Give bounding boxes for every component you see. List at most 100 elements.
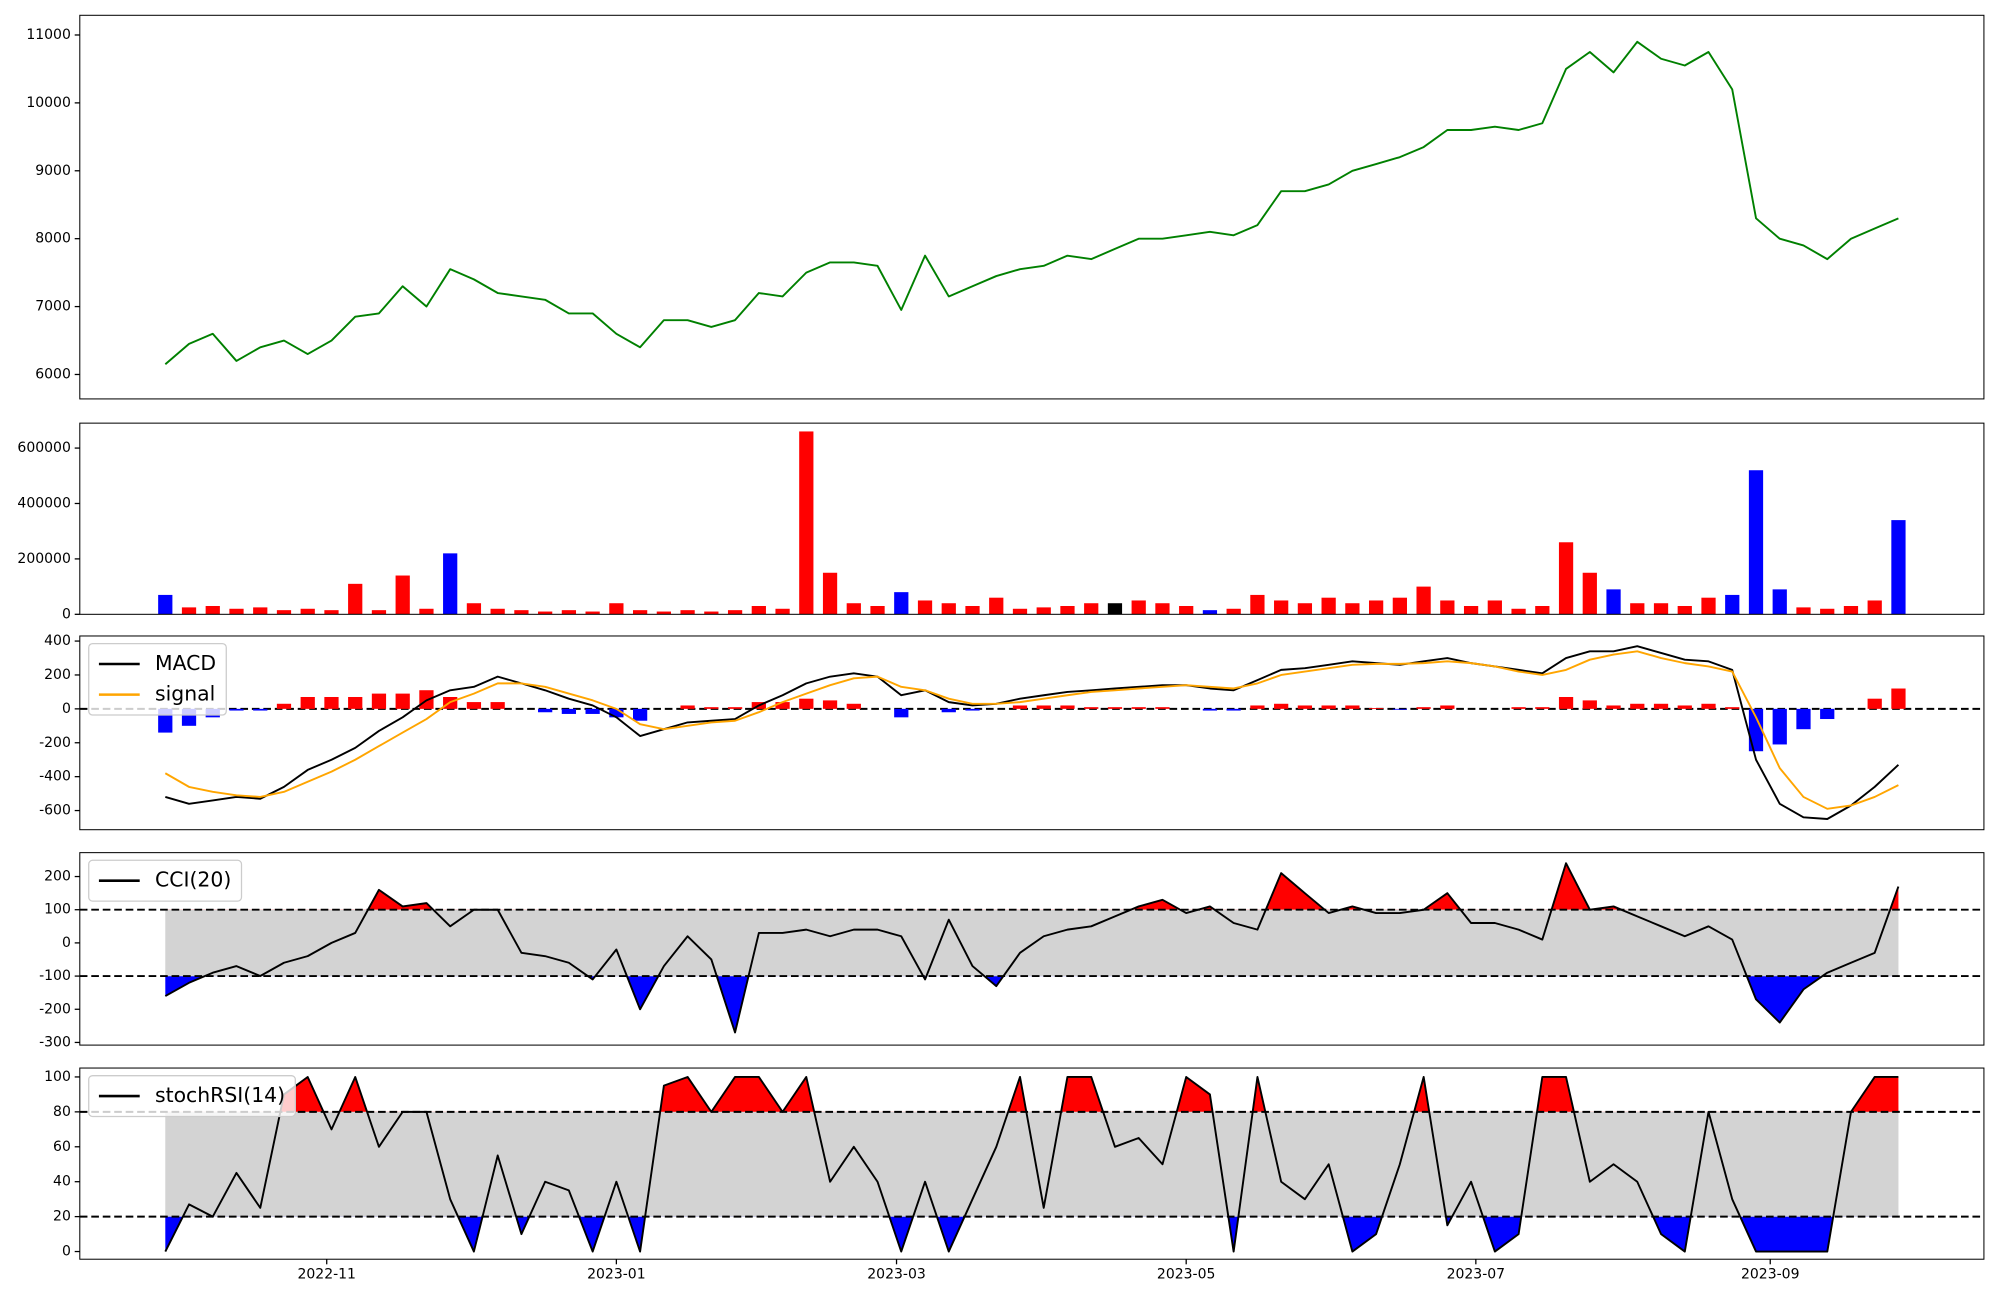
histogram-bar <box>1748 708 1764 752</box>
volume-bar <box>1558 542 1574 615</box>
histogram-bar <box>1772 708 1787 745</box>
y-tick-label: 0 <box>62 606 71 622</box>
x-tick-label: 2023-03 <box>867 1267 926 1283</box>
series-line <box>164 1076 1899 1253</box>
volume-bar <box>799 431 814 615</box>
neutral-band <box>165 909 1899 977</box>
histogram-bar <box>822 700 838 709</box>
axes-frame <box>79 422 1985 615</box>
histogram-bar <box>538 708 553 713</box>
volume-bar <box>1274 600 1289 615</box>
axes-frame <box>79 635 1985 831</box>
series-line <box>165 645 1900 820</box>
neutral-band <box>165 1111 1899 1217</box>
y-tick-label: 6000 <box>35 366 71 382</box>
volume-bar <box>1725 594 1740 615</box>
volume-bar <box>443 553 458 615</box>
y-tick-label: 0 <box>62 1244 71 1260</box>
histogram-bar <box>1891 688 1906 709</box>
volume-bar <box>1202 610 1218 615</box>
legend-box <box>88 642 227 716</box>
volume-bar <box>1677 606 1692 615</box>
volume-bar <box>1084 603 1099 615</box>
volume-bar <box>1179 606 1194 615</box>
x-tick-label: 2023-07 <box>1447 1267 1506 1283</box>
y-tick-label: -200 <box>39 735 71 751</box>
histogram-bar <box>1511 707 1526 709</box>
histogram-bar <box>1558 696 1574 709</box>
volume-bar <box>1107 603 1123 615</box>
y-tick-label: 0 <box>62 935 71 951</box>
histogram-bar <box>466 702 482 709</box>
y-tick-label: -200 <box>39 1001 71 1017</box>
volume-bar <box>1511 608 1526 615</box>
volume-bar <box>1036 607 1051 615</box>
volume-bar <box>751 606 766 615</box>
volume-bar <box>229 608 244 615</box>
volume-bar <box>585 611 600 615</box>
histogram-bar <box>941 708 956 713</box>
volume-bar <box>609 603 624 615</box>
y-tick-label: 600000 <box>17 440 70 456</box>
x-tick-label: 2023-05 <box>1157 1267 1216 1283</box>
histogram-bar <box>965 708 980 711</box>
series-line <box>164 862 1900 1034</box>
y-tick-label: 400 <box>44 633 71 649</box>
y-tick-label: -600 <box>39 803 71 819</box>
histogram-bar <box>1606 705 1621 709</box>
histogram-bar <box>1867 698 1882 709</box>
volume-bar <box>1891 520 1906 615</box>
y-tick-label: 200 <box>44 869 71 885</box>
volume-bar <box>1416 586 1431 615</box>
histogram-bar <box>846 703 861 709</box>
histogram-bar <box>1131 707 1146 709</box>
histogram-bar <box>1155 707 1170 709</box>
histogram-bar <box>1036 705 1051 709</box>
panel: 0 200000 400000 600000 <box>17 422 1985 622</box>
volume-bar <box>1060 606 1075 615</box>
histogram-bar <box>1274 703 1289 709</box>
histogram-bar <box>371 693 387 709</box>
volume-bar <box>324 610 339 615</box>
series-line <box>164 650 1899 810</box>
histogram-bar <box>348 696 363 709</box>
y-tick-label: -100 <box>39 968 71 984</box>
volume-bar <box>300 608 315 615</box>
legend: stochRSI(14) <box>88 1075 296 1118</box>
volume-bar <box>1392 597 1407 615</box>
histogram-bar <box>490 702 505 709</box>
y-tick-label: 20 <box>53 1209 71 1225</box>
histogram-bar <box>894 708 909 718</box>
histogram-bar <box>1796 708 1811 730</box>
volume-bar <box>561 610 577 615</box>
y-tick-label: 40 <box>53 1174 71 1190</box>
histogram-bar <box>253 708 268 711</box>
legend-label: stochRSI(14) <box>155 1083 285 1107</box>
volume-bar <box>1321 597 1336 615</box>
volume-bar <box>822 572 838 615</box>
volume-bar <box>1369 600 1384 615</box>
volume-bar <box>1155 603 1170 615</box>
histogram-bar <box>1630 703 1645 709</box>
y-tick-label: 100 <box>44 1069 71 1085</box>
volume-bar <box>1487 600 1502 615</box>
volume-bar <box>1012 608 1028 615</box>
histogram-bar <box>1084 707 1099 709</box>
volume-bar <box>466 603 482 615</box>
volume-bar <box>538 611 553 615</box>
histogram-bar <box>1677 705 1692 709</box>
volume-bar <box>1226 608 1241 615</box>
legend: MACD signal <box>88 642 227 716</box>
volume-bar <box>775 608 790 615</box>
histogram-bar <box>1202 708 1218 711</box>
y-tick-label: 9000 <box>35 163 71 179</box>
volume-bar <box>1250 594 1265 615</box>
histogram-bar <box>680 705 695 709</box>
volume-bar <box>371 610 387 615</box>
volume-bar <box>1772 589 1787 615</box>
y-tick-label: 10000 <box>26 95 71 111</box>
histogram-bar <box>395 693 410 709</box>
histogram-bar <box>1725 707 1740 709</box>
histogram-bar <box>1250 705 1265 709</box>
volume-bar <box>917 600 933 615</box>
